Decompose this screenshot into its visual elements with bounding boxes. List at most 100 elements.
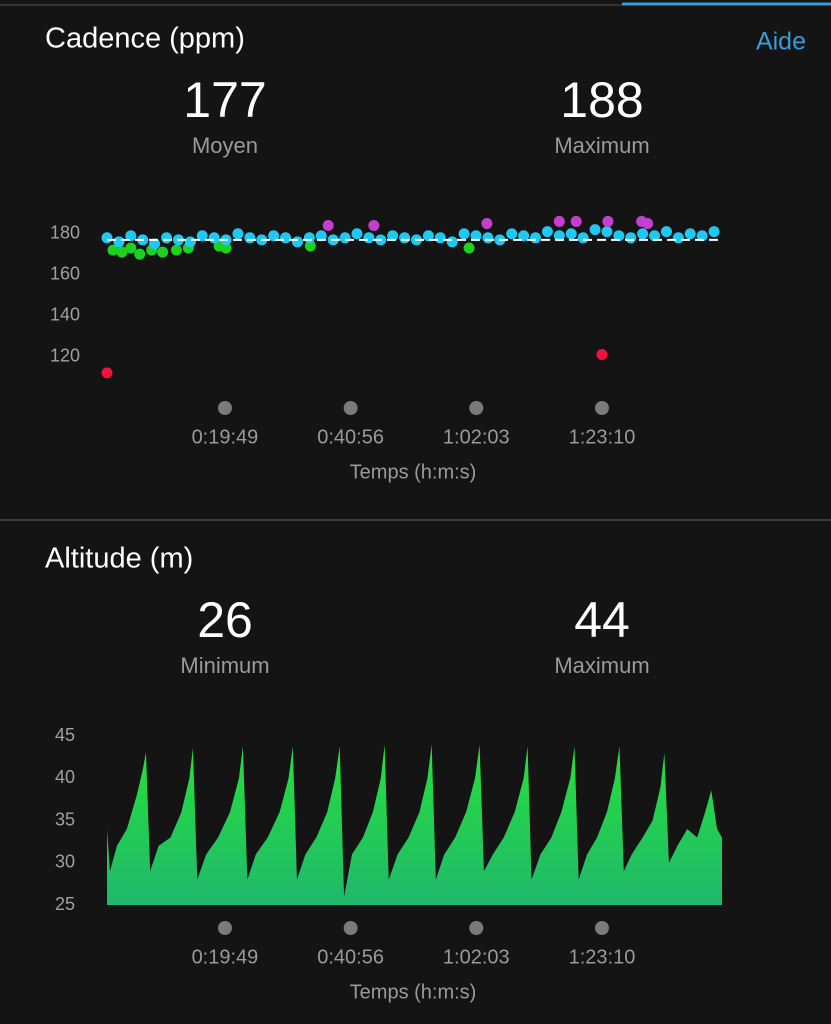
x-tick-dot (469, 921, 484, 935)
cadence-point (268, 230, 280, 242)
y-tick-label: 35 (55, 809, 75, 829)
cadence-point (101, 367, 113, 379)
cadence-point (107, 244, 119, 256)
altitude-area (107, 744, 722, 905)
stat-label: Moyen (192, 133, 258, 158)
x-tick-label: 0:19:49 (192, 426, 259, 448)
cadence-point (232, 228, 244, 240)
x-tick-dot (217, 401, 232, 415)
cadence-point (399, 232, 411, 244)
cadence-point (170, 244, 182, 256)
cadence-point (463, 242, 475, 254)
cadence-point (649, 230, 661, 242)
stat-label: Maximum (554, 653, 649, 678)
cadence-point (244, 232, 256, 244)
cadence-point (518, 230, 530, 242)
x-tick-label: 0:19:49 (192, 946, 259, 968)
cadence-point (642, 217, 654, 229)
y-tick-label: 120 (50, 345, 80, 365)
y-tick-label: 25 (55, 894, 75, 914)
x-tick-label: 1:23:10 (569, 426, 636, 448)
x-tick-dot (594, 401, 609, 415)
cadence-point (589, 224, 601, 236)
cadence-point (387, 230, 399, 242)
cadence-point (422, 230, 434, 242)
cadence-point (541, 226, 553, 238)
cadence-point (577, 232, 589, 244)
point-series (322, 215, 654, 232)
cadence-point (470, 230, 482, 242)
cadence-point (596, 348, 608, 360)
cadence-point (482, 232, 494, 244)
cadence-point (351, 228, 363, 240)
cadence-point (363, 232, 375, 244)
cadence-point (196, 230, 208, 242)
cadence-point (280, 232, 292, 244)
cadence-point (125, 242, 137, 254)
point-series (101, 348, 608, 379)
cadence-point (602, 215, 614, 227)
x-tick-label: 0:40:56 (317, 946, 384, 968)
cadence-point (134, 248, 146, 260)
cadence-point (565, 228, 577, 240)
cadence-point (625, 232, 637, 244)
x-tick-dot (343, 401, 358, 415)
cadence-point (672, 232, 684, 244)
cadence-point (116, 246, 128, 258)
cadence-point (315, 230, 327, 242)
x-tick-label: 1:02:03 (443, 946, 510, 968)
y-tick-label: 180 (50, 222, 80, 242)
point-series (101, 224, 720, 250)
y-tick-label: 140 (50, 304, 80, 324)
cadence-point (708, 226, 720, 238)
y-tick-label: 30 (55, 852, 75, 872)
cadence-point (434, 232, 446, 244)
cadence-point (660, 226, 672, 238)
cadence-point (291, 236, 303, 248)
stat-label: Minimum (180, 653, 269, 678)
cadence-point (161, 232, 173, 244)
cadence-point (157, 246, 169, 258)
cadence-point (339, 232, 351, 244)
x-tick-label: 1:02:03 (443, 426, 510, 448)
y-tick-label: 40 (55, 767, 75, 787)
cadence-point (220, 242, 232, 254)
x-tick-dot (343, 921, 358, 935)
cadence-point (101, 232, 113, 244)
x-tick-dot (469, 401, 484, 415)
stat-label: Maximum (554, 133, 649, 158)
cadence-point (684, 228, 696, 240)
cadence-point (446, 236, 458, 248)
stat-value: 177 (183, 72, 266, 128)
cadence-point (149, 238, 161, 250)
cadence-point (368, 220, 380, 232)
cadence-point (637, 228, 649, 240)
chart-title: Cadence (ppm) (45, 23, 245, 55)
cadence-point (113, 236, 125, 248)
cadence-point (303, 232, 315, 244)
stat-value: 44 (574, 592, 630, 648)
cadence-point (458, 228, 470, 240)
cadence-point (481, 217, 493, 229)
help-link[interactable]: Aide (756, 28, 806, 56)
x-axis-label: Temps (h:m:s) (350, 981, 477, 1003)
stat-value: 188 (560, 72, 643, 128)
y-tick-label: 45 (55, 725, 75, 745)
cadence-point (125, 230, 137, 242)
chart-title: Altitude (m) (45, 543, 193, 575)
cadence-point (553, 215, 565, 227)
x-tick-label: 0:40:56 (317, 426, 384, 448)
cadence-point (696, 230, 708, 242)
cadence-point (184, 236, 196, 248)
cadence-point (613, 230, 625, 242)
x-tick-dot (217, 921, 232, 935)
cadence-point (506, 228, 518, 240)
x-axis-label: Temps (h:m:s) (350, 461, 477, 483)
cadence-point (304, 240, 316, 252)
cadence-point (570, 215, 582, 227)
y-tick-label: 160 (50, 263, 80, 283)
cadence-point (601, 226, 613, 238)
